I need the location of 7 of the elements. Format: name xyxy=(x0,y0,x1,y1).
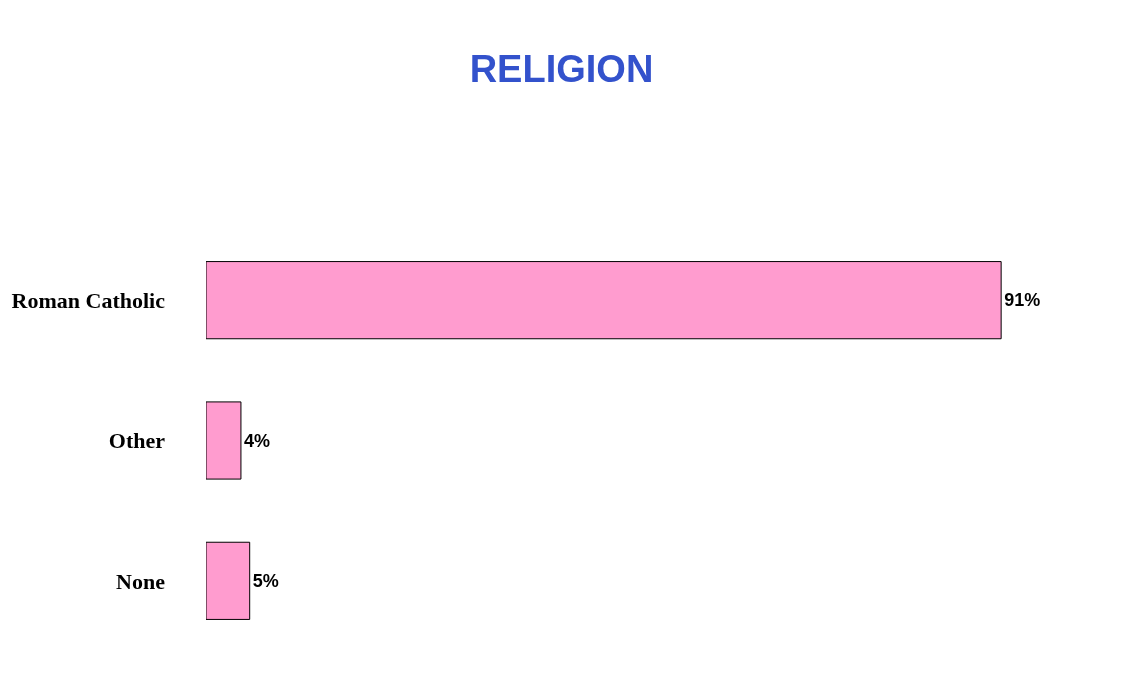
y-tick-label: Roman Catholic xyxy=(11,287,166,313)
y-tick-label: Other xyxy=(108,428,166,454)
data-label: 91% xyxy=(1004,290,1041,311)
data-label: 5% xyxy=(252,570,279,591)
y-tick-label: None xyxy=(116,568,166,594)
chart-title: RELIGION xyxy=(469,48,654,91)
data-label: 4% xyxy=(243,430,270,451)
